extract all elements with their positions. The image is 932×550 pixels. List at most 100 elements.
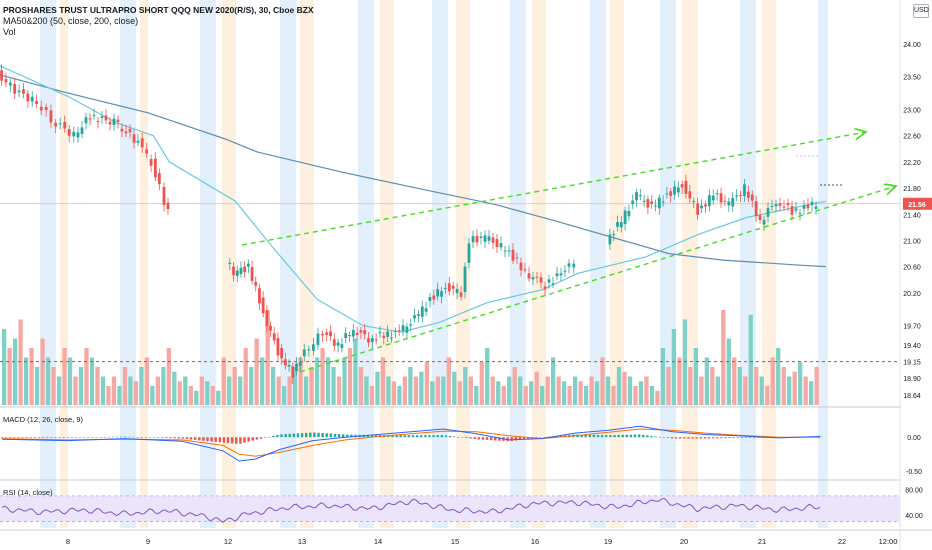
- candle-body: [802, 205, 806, 209]
- volume-bar: [743, 376, 748, 405]
- volume-bar: [238, 376, 243, 405]
- macd-histogram-bar: [206, 437, 209, 442]
- macd-histogram-bar: [46, 437, 49, 438]
- macd-histogram-bar: [350, 434, 353, 438]
- session-stripe: [456, 0, 470, 528]
- macd-histogram-bar: [592, 434, 596, 438]
- volume-bar: [457, 381, 462, 405]
- volume-bar: [578, 381, 583, 405]
- candle-body: [515, 257, 519, 259]
- candle-body: [762, 219, 766, 225]
- macd-histogram-bar: [424, 435, 427, 438]
- candle-body: [232, 266, 235, 276]
- volume-bar: [638, 381, 644, 405]
- currency-badge[interactable]: USD: [913, 4, 929, 18]
- candle-body: [120, 128, 124, 132]
- macd-histogram-bar: [535, 437, 538, 438]
- macd-histogram-bar: [70, 437, 74, 438]
- macd-histogram-bar: [695, 437, 698, 439]
- macd-histogram-bar: [300, 433, 304, 438]
- macd-histogram-bar: [161, 437, 164, 438]
- macd-histogram-bar: [235, 437, 238, 444]
- candle-body: [332, 339, 336, 346]
- macd-histogram-bar: [177, 437, 180, 439]
- volume-bar: [358, 367, 364, 405]
- candle-body: [355, 332, 359, 335]
- volume-bar: [34, 367, 40, 405]
- candle-body: [302, 349, 306, 357]
- candle-body: [499, 243, 503, 248]
- volume-bar: [2, 329, 7, 405]
- candle-body: [432, 295, 436, 300]
- candle-body: [108, 121, 112, 125]
- session-stripe: [120, 0, 136, 528]
- macd-histogram-bar: [494, 437, 497, 441]
- volume-bar: [424, 362, 430, 405]
- candle-body: [112, 118, 116, 126]
- candle-body: [132, 134, 136, 143]
- candle-body: [750, 194, 754, 201]
- candle-body: [44, 106, 48, 110]
- price-tick-label: 21.00: [903, 238, 921, 245]
- volume-bar: [40, 338, 45, 405]
- session-stripe: [740, 0, 756, 528]
- vol-legend: Vol: [3, 27, 16, 37]
- macd-histogram-bar: [83, 437, 86, 438]
- time-tick-label: 19: [604, 537, 612, 546]
- macd-histogram-bar: [337, 434, 341, 438]
- macd-histogram-bar: [95, 437, 98, 438]
- volume-bar: [627, 376, 633, 405]
- volume-bar: [73, 376, 78, 405]
- candle-body: [447, 283, 451, 292]
- candle-body: [707, 195, 711, 207]
- candle-body: [359, 330, 363, 333]
- macd-histogram-bar: [111, 436, 115, 438]
- macd-histogram-bar: [173, 437, 176, 439]
- volume-bar: [666, 367, 671, 405]
- volume-bar: [199, 376, 204, 405]
- volume-bar: [594, 381, 600, 405]
- volume-bar: [139, 367, 144, 405]
- volume-bar: [754, 367, 759, 405]
- candle-body: [463, 266, 467, 293]
- candle-body: [116, 119, 120, 122]
- candle-body: [153, 158, 157, 178]
- candle-body: [35, 100, 39, 105]
- candle-body: [619, 222, 623, 228]
- ma-200-line: [0, 74, 827, 268]
- volume-bar: [704, 357, 710, 405]
- candle-body: [104, 115, 108, 121]
- macd-histogram-bar: [144, 437, 148, 438]
- time-tick-label: 16: [531, 537, 539, 546]
- candle-body: [72, 131, 76, 137]
- volume-bar: [172, 371, 177, 405]
- price-tick-label: 20.60: [903, 265, 921, 272]
- macd-histogram-bar: [263, 437, 267, 438]
- candle-body: [409, 324, 413, 326]
- macd-histogram-bar: [243, 437, 246, 443]
- candle-body: [26, 93, 30, 102]
- volume-bar: [671, 329, 677, 405]
- volume-bar: [281, 386, 287, 405]
- candle-body: [283, 359, 287, 366]
- macd-histogram-bar: [461, 437, 464, 438]
- macd-histogram-bar: [255, 437, 259, 440]
- macd-histogram-bar: [642, 434, 645, 438]
- candle-body: [417, 313, 420, 316]
- macd-histogram-bar: [157, 437, 160, 438]
- macd-histogram-bar: [115, 436, 119, 438]
- macd-histogram-bar: [539, 437, 542, 438]
- candle-body: [321, 333, 324, 336]
- candle-body: [806, 204, 810, 209]
- candle-body: [567, 263, 571, 267]
- volume-bar: [507, 376, 512, 405]
- volume-bar: [605, 376, 611, 405]
- macd-histogram-bar: [346, 434, 349, 438]
- candle-body: [428, 296, 432, 301]
- volume-bar: [677, 357, 682, 405]
- macd-histogram-bar: [728, 437, 731, 439]
- volume-bar: [216, 390, 221, 405]
- volume-bar: [78, 367, 84, 405]
- price-tick-label: 19.15: [903, 360, 921, 367]
